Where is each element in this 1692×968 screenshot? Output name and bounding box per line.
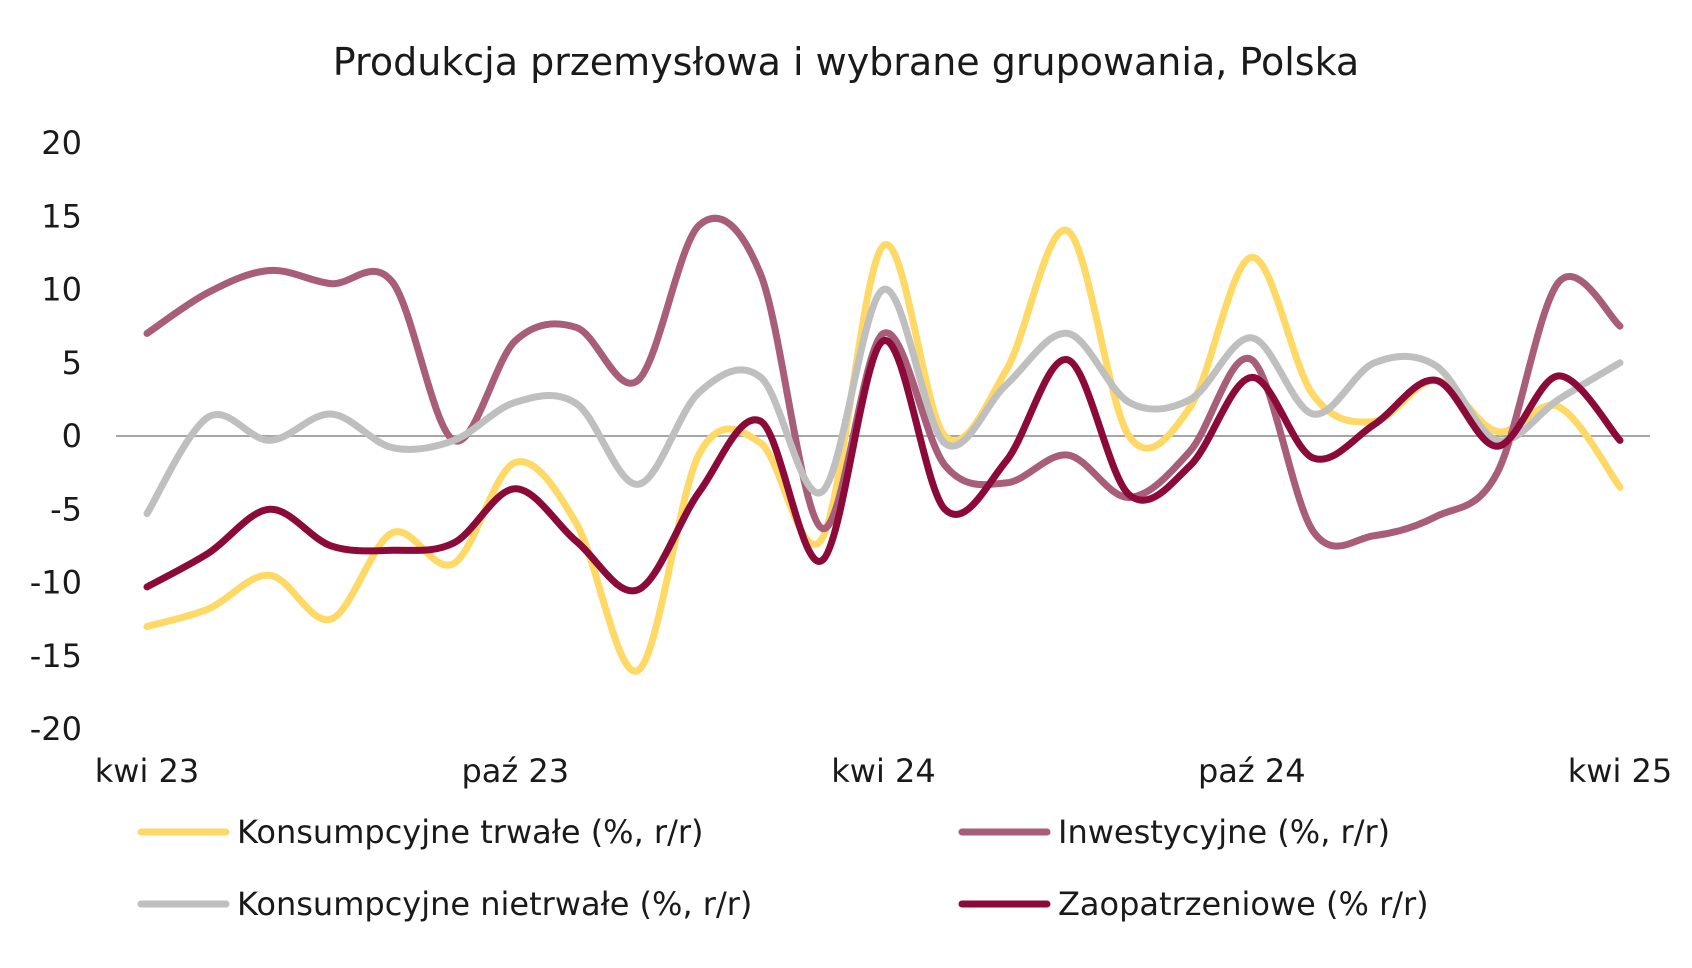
legend-item: Konsumpcyjne trwałe (%, r/r) xyxy=(137,813,704,851)
x-tick-label: kwi 25 xyxy=(1568,752,1672,790)
y-tick-label: 20 xyxy=(41,124,82,162)
y-tick-label: 5 xyxy=(62,344,82,382)
y-tick-label: 10 xyxy=(41,271,82,309)
y-tick-label: 0 xyxy=(62,417,82,455)
series-line-inwestycyjne xyxy=(143,214,1624,550)
series-line-zaopatrzeniowe xyxy=(143,337,1624,595)
legend-label: Konsumpcyjne nietrwałe (%, r/r) xyxy=(237,885,752,923)
x-tick-label: paź 24 xyxy=(1198,752,1306,790)
legend-item: Konsumpcyjne nietrwałe (%, r/r) xyxy=(137,885,752,923)
series-group xyxy=(143,214,1624,675)
legend-item: Zaopatrzeniowe (% r/r) xyxy=(958,885,1429,923)
legend-label: Inwestycyjne (%, r/r) xyxy=(1058,813,1390,851)
x-tick-label: kwi 23 xyxy=(95,752,199,790)
y-tick-label: -10 xyxy=(30,564,82,602)
x-tick-label: paź 23 xyxy=(461,752,569,790)
x-tick-label: kwi 24 xyxy=(831,752,935,790)
legend-label: Zaopatrzeniowe (% r/r) xyxy=(1058,885,1429,923)
legend-label: Konsumpcyjne trwałe (%, r/r) xyxy=(237,813,704,851)
chart-title: Produkcja przemysłowa i wybrane grupowan… xyxy=(333,40,1359,84)
y-tick-label: 15 xyxy=(41,197,82,235)
y-axis: 20 15 10 5 0 -5 -10 -15 -20 xyxy=(30,124,82,748)
y-tick-label: -5 xyxy=(50,490,82,528)
x-axis: kwi 23 paź 23 kwi 24 paź 24 kwi 25 xyxy=(95,752,1672,790)
y-tick-label: -15 xyxy=(30,637,82,675)
series-line-konsumpcyjne-trwale xyxy=(143,226,1624,675)
legend-item: Inwestycyjne (%, r/r) xyxy=(958,813,1390,851)
legend: Konsumpcyjne trwałe (%, r/r) Inwestycyjne… xyxy=(137,813,1429,923)
y-tick-label: -20 xyxy=(30,710,82,748)
series-line-konsumpcyjne-nietrwale xyxy=(143,286,1624,518)
